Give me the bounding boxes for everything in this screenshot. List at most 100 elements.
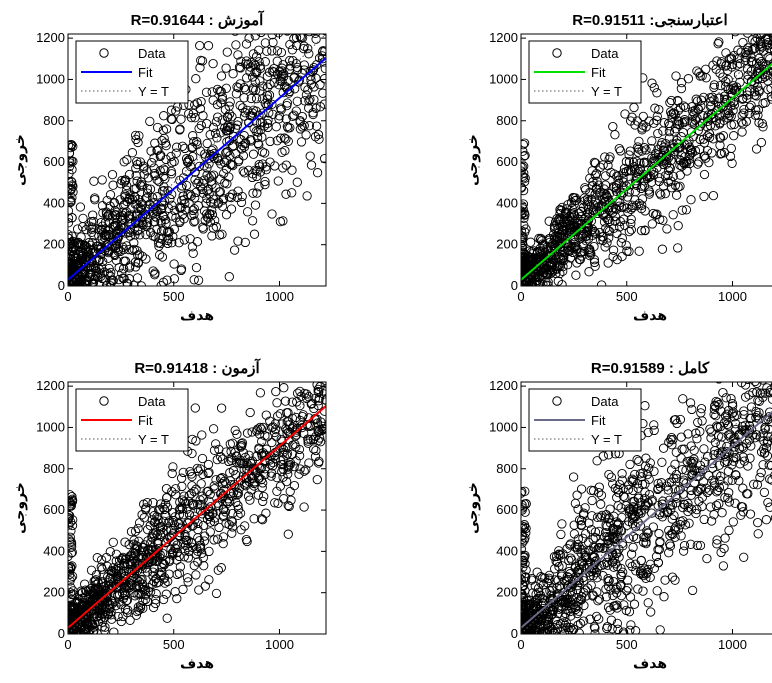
data-point — [313, 386, 323, 397]
data-point — [272, 472, 282, 483]
data-point — [291, 34, 302, 43]
data-point — [584, 518, 594, 528]
data-point — [602, 621, 613, 632]
data-point — [627, 510, 637, 520]
data-point — [189, 275, 199, 285]
data-point — [243, 491, 254, 501]
data-point — [598, 451, 608, 461]
data-point — [547, 585, 557, 595]
data-point — [300, 339, 308, 347]
data-point — [120, 191, 130, 202]
data-point — [178, 209, 188, 220]
data-point — [595, 543, 605, 553]
data-point — [133, 523, 143, 534]
data-point — [306, 75, 316, 85]
data-point — [270, 419, 280, 429]
data-point — [308, 109, 318, 120]
data-point — [318, 88, 326, 98]
data-point — [711, 411, 721, 421]
data-point — [600, 542, 610, 552]
data-point — [552, 238, 562, 248]
data-point — [218, 532, 229, 542]
data-point — [181, 535, 191, 546]
data-point — [160, 578, 170, 588]
data-point — [192, 140, 202, 150]
data-point — [250, 60, 261, 71]
data-point — [104, 229, 114, 240]
data-point — [608, 532, 618, 542]
y-tick-label: 600 — [43, 154, 65, 169]
data-point — [740, 55, 751, 65]
data-point — [569, 210, 580, 221]
data-point — [118, 214, 128, 224]
data-point — [722, 409, 732, 419]
data-point — [709, 478, 720, 488]
data-point — [757, 42, 767, 52]
data-point — [283, 34, 291, 36]
data-point — [129, 192, 139, 202]
data-point — [561, 207, 571, 218]
data-point — [521, 240, 528, 250]
data-point — [736, 117, 747, 127]
data-point — [541, 587, 551, 597]
x-tick-label: 500 — [616, 637, 638, 652]
data-point — [223, 111, 233, 122]
data-point — [198, 224, 208, 234]
data-point — [562, 575, 572, 585]
data-point — [695, 540, 706, 551]
data-point — [638, 570, 649, 581]
data-point — [546, 595, 556, 606]
data-point — [621, 166, 632, 177]
data-point — [304, 96, 314, 106]
data-point — [157, 252, 168, 262]
y-axis-label: خروجی — [12, 134, 28, 186]
data-point — [670, 575, 680, 585]
data-point — [184, 490, 194, 501]
data-point — [267, 66, 278, 76]
data-point — [155, 525, 166, 535]
data-point — [224, 272, 234, 282]
data-point — [295, 5, 303, 13]
data-point — [629, 599, 640, 609]
data-point — [96, 555, 107, 565]
data-point — [315, 433, 325, 443]
data-point — [122, 196, 132, 207]
data-point — [175, 216, 185, 226]
data-point — [284, 501, 294, 512]
data-point — [303, 43, 313, 54]
y-tick-label: 400 — [43, 543, 65, 558]
data-point — [189, 217, 199, 227]
data-point — [532, 595, 542, 605]
data-point — [698, 92, 709, 103]
data-point — [746, 24, 754, 32]
data-point — [644, 172, 654, 182]
data-point — [724, 487, 734, 498]
data-point — [670, 414, 681, 425]
data-point — [148, 266, 158, 276]
data-point — [726, 54, 736, 64]
data-point — [596, 499, 606, 509]
data-point — [686, 149, 696, 159]
data-point — [91, 266, 101, 276]
data-point — [287, 165, 297, 175]
data-point — [319, 153, 326, 164]
data-point — [314, 426, 324, 437]
data-point — [660, 171, 671, 181]
data-point — [275, 409, 285, 419]
data-point — [167, 211, 177, 221]
data-point — [670, 532, 680, 542]
data-point — [242, 428, 253, 438]
data-point — [640, 493, 650, 504]
data-point — [110, 243, 121, 254]
y-tick-label: 800 — [43, 461, 65, 476]
data-point — [743, 70, 753, 80]
data-point — [149, 510, 159, 521]
data-point — [709, 449, 719, 460]
data-point — [279, 383, 289, 393]
fit-line — [521, 62, 772, 281]
y-axis-label: خروجی — [465, 134, 481, 186]
data-point — [538, 258, 548, 269]
data-point — [187, 542, 197, 552]
data-point — [242, 105, 253, 116]
data-point — [161, 124, 172, 134]
